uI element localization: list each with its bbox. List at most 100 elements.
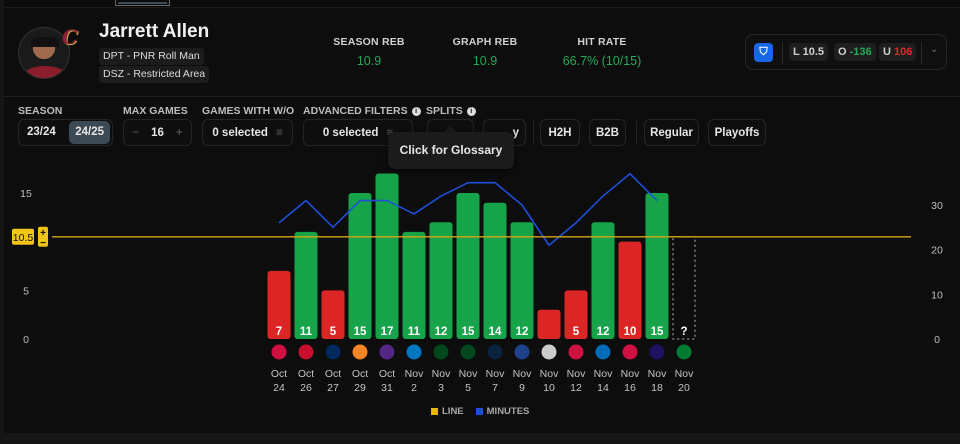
- games-wo-value: 0 selected: [212, 126, 268, 139]
- x-tick-day: 9: [519, 382, 525, 394]
- stat-value: 66.7% (10/15): [562, 54, 642, 68]
- y-tick-label: 5: [23, 285, 29, 297]
- games-wo-dropdown[interactable]: 0 selected ≡: [202, 119, 293, 146]
- info-icon[interactable]: i: [466, 106, 476, 116]
- split-button-regular[interactable]: Regular: [644, 119, 699, 146]
- player-tag-shotzone: DSZ - Restricted Area: [99, 66, 210, 83]
- x-tick-day: 24: [273, 382, 285, 394]
- team-logo-icon-knicks: [352, 344, 368, 360]
- x-tick-day: 29: [354, 382, 366, 394]
- line-adjust-button: [38, 226, 48, 247]
- team-logo-icon-bucks: [460, 344, 476, 360]
- max-games-value[interactable]: 16: [151, 126, 164, 139]
- plus-icon[interactable]: +: [40, 228, 46, 239]
- x-tick-day: 7: [492, 382, 498, 394]
- x-tick-day: 14: [597, 382, 609, 394]
- split-button-playoffs[interactable]: Playoffs: [708, 119, 766, 146]
- x-tick-month: Nov: [513, 368, 532, 380]
- bar-value-label: 15: [651, 326, 664, 338]
- x-tick-day: 18: [651, 382, 663, 394]
- x-tick-day: 5: [465, 382, 471, 394]
- stat-label: GRAPH REB: [452, 36, 518, 48]
- bar-value-label: 12: [597, 326, 610, 338]
- bar-miss: [564, 290, 588, 339]
- chevron-down-icon[interactable]: ⌄: [930, 44, 939, 55]
- x-tick-month: Nov: [675, 368, 694, 380]
- team-logo-icon-raptors: [271, 344, 287, 360]
- bar-hit: [645, 193, 669, 339]
- bar-value-label: 5: [573, 326, 580, 338]
- stat-graph-reb: GRAPH REB 10.9: [445, 36, 525, 68]
- team-logo-icon-magic: [406, 344, 422, 360]
- increment-button[interactable]: +: [175, 126, 183, 139]
- x-tick-month: Oct: [298, 368, 314, 380]
- advanced-filters-value: 0 selected: [322, 126, 379, 139]
- bar-hit: [429, 222, 453, 339]
- legend-item-minutes: MINUTES: [475, 406, 529, 417]
- x-tick-day: 12: [570, 382, 582, 394]
- splits-label: SPLITS i: [426, 105, 476, 117]
- x-tick-day: 27: [327, 382, 339, 394]
- top-tab-strip: [0, 0, 960, 8]
- team-logo-icon-bucks: [433, 344, 449, 360]
- x-tick-day: 31: [381, 382, 393, 394]
- minus-icon[interactable]: −: [40, 238, 46, 249]
- bar-hit: [402, 231, 426, 339]
- bars: 7 11 5 15 17 11 12 15 14 12 5 12 10 15?: [267, 173, 696, 340]
- max-games-stepper: − 16 +: [123, 119, 192, 146]
- y2-tick-label: 20: [931, 245, 943, 257]
- odds-line-chip: L 10.5: [789, 43, 829, 61]
- player-name: Jarrett Allen: [99, 21, 210, 42]
- bar-hit: [483, 202, 507, 339]
- line-threshold: 10.5 +−: [12, 226, 911, 249]
- x-tick-day: 16: [624, 382, 636, 394]
- season-option-24-25[interactable]: 24/25: [69, 121, 110, 144]
- x-tick-month: Oct: [271, 368, 287, 380]
- x-tick-day: 3: [438, 382, 444, 394]
- decrement-button[interactable]: −: [132, 126, 140, 139]
- bar-value-label: 12: [435, 326, 448, 338]
- x-tick-day: 20: [678, 382, 690, 394]
- x-tick-month: Nov: [540, 368, 559, 380]
- y-axis-left: 0 5 15: [20, 188, 32, 346]
- tooltip-arrow: [444, 126, 456, 132]
- info-icon[interactable]: i: [411, 106, 421, 116]
- player-avatar: [18, 27, 70, 79]
- filter-icon: ≡: [275, 126, 283, 139]
- x-axis-labels: Oct 24 Oct 26 Oct 27 Oct 29 Oct 31 Nov 2 Nov 3 Nov 5 Nov…: [271, 344, 694, 394]
- stat-season-reb: SEASON REB 10.9: [329, 36, 409, 68]
- split-button-b2b[interactable]: B2B: [589, 119, 626, 146]
- bar-value-label: 15: [354, 326, 367, 338]
- y2-tick-label: 10: [931, 289, 943, 301]
- x-tick-month: Nov: [432, 368, 451, 380]
- bar-value-label: 12: [516, 326, 529, 338]
- cavaliers-logo-icon: C: [62, 25, 78, 49]
- chart-legend: LINE MINUTES: [431, 406, 529, 417]
- top-tab[interactable]: [115, 0, 170, 6]
- season-option-23-24[interactable]: 23/24: [27, 126, 56, 138]
- team-logo-icon-bulls: [568, 344, 584, 360]
- legend-item-line: LINE: [431, 406, 464, 417]
- bar-miss: [267, 270, 291, 339]
- odds-selector[interactable]: ⛉ L 10.5 O -136 U 106 ⌄: [745, 34, 947, 70]
- season-toggle: 23/24 24/25: [18, 119, 113, 146]
- bar-value-label: ?: [680, 326, 687, 338]
- season-label: SEASON: [18, 105, 63, 117]
- split-button-h2h[interactable]: H2H: [540, 119, 580, 146]
- team-logo-icon-76ers: [595, 344, 611, 360]
- player-header: C Jarrett Allen DPT - PNR Roll Man DSZ -…: [4, 9, 960, 97]
- bar-value-label: 5: [330, 326, 337, 338]
- filter-bar: SEASON 23/24 24/25 MAX GAMES − 16 + GAME…: [4, 98, 960, 156]
- x-tick-month: Nov: [648, 368, 667, 380]
- bottom-strip: [0, 433, 960, 444]
- stat-label: SEASON REB: [333, 36, 405, 48]
- glossary-tooltip: Click for Glossary: [388, 132, 514, 169]
- team-logo-icon-lakers: [379, 344, 395, 360]
- team-logo-icon-wizards: [325, 344, 341, 360]
- line-badge: [12, 228, 34, 245]
- left-rail: [0, 0, 4, 444]
- bar-value-label: 11: [300, 326, 313, 338]
- team-logo-icon-warriors: [514, 344, 530, 360]
- legend-swatch: [475, 408, 483, 415]
